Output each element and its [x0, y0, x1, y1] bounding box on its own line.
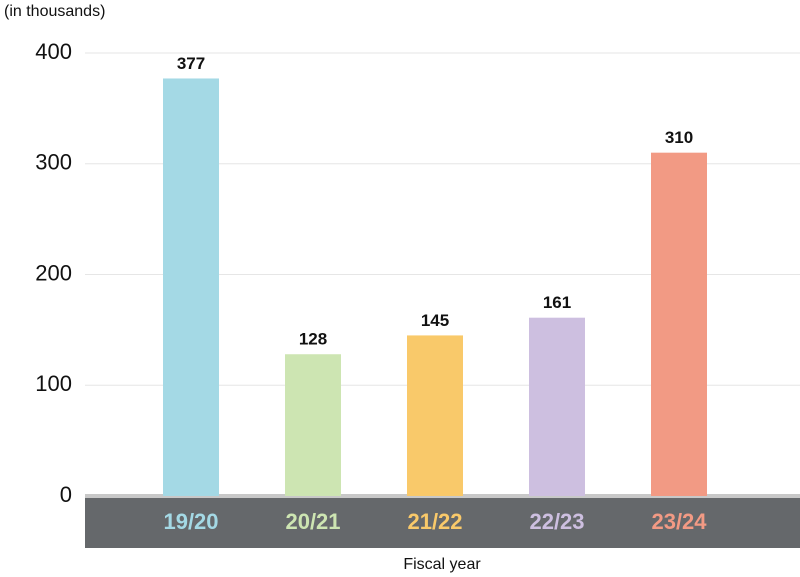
y-tick-label: 100	[35, 371, 72, 396]
bar	[163, 78, 219, 496]
bar	[285, 354, 341, 496]
x-tick-label: 19/20	[163, 509, 218, 534]
data-label: 128	[299, 330, 327, 349]
data-label: 145	[421, 311, 449, 330]
bar	[651, 152, 707, 497]
y-tick-label: 0	[60, 482, 72, 507]
data-label: 377	[177, 54, 205, 73]
x-tick-label: 20/21	[285, 509, 340, 534]
y-tick-label: 200	[35, 260, 72, 285]
bar	[529, 317, 585, 496]
y-tick-label: 300	[35, 150, 72, 175]
bar	[407, 335, 463, 496]
x-axis-label: Fiscal year	[403, 556, 481, 573]
data-label: 161	[543, 293, 571, 312]
y-tick-label: 400	[35, 39, 72, 64]
y-axis-label: (in thousands)	[4, 3, 105, 20]
x-tick-label: 21/22	[407, 509, 462, 534]
x-tick-label: 23/24	[651, 509, 707, 534]
x-tick-label: 22/23	[529, 509, 584, 534]
category-band	[85, 496, 800, 548]
data-label: 310	[665, 128, 693, 147]
